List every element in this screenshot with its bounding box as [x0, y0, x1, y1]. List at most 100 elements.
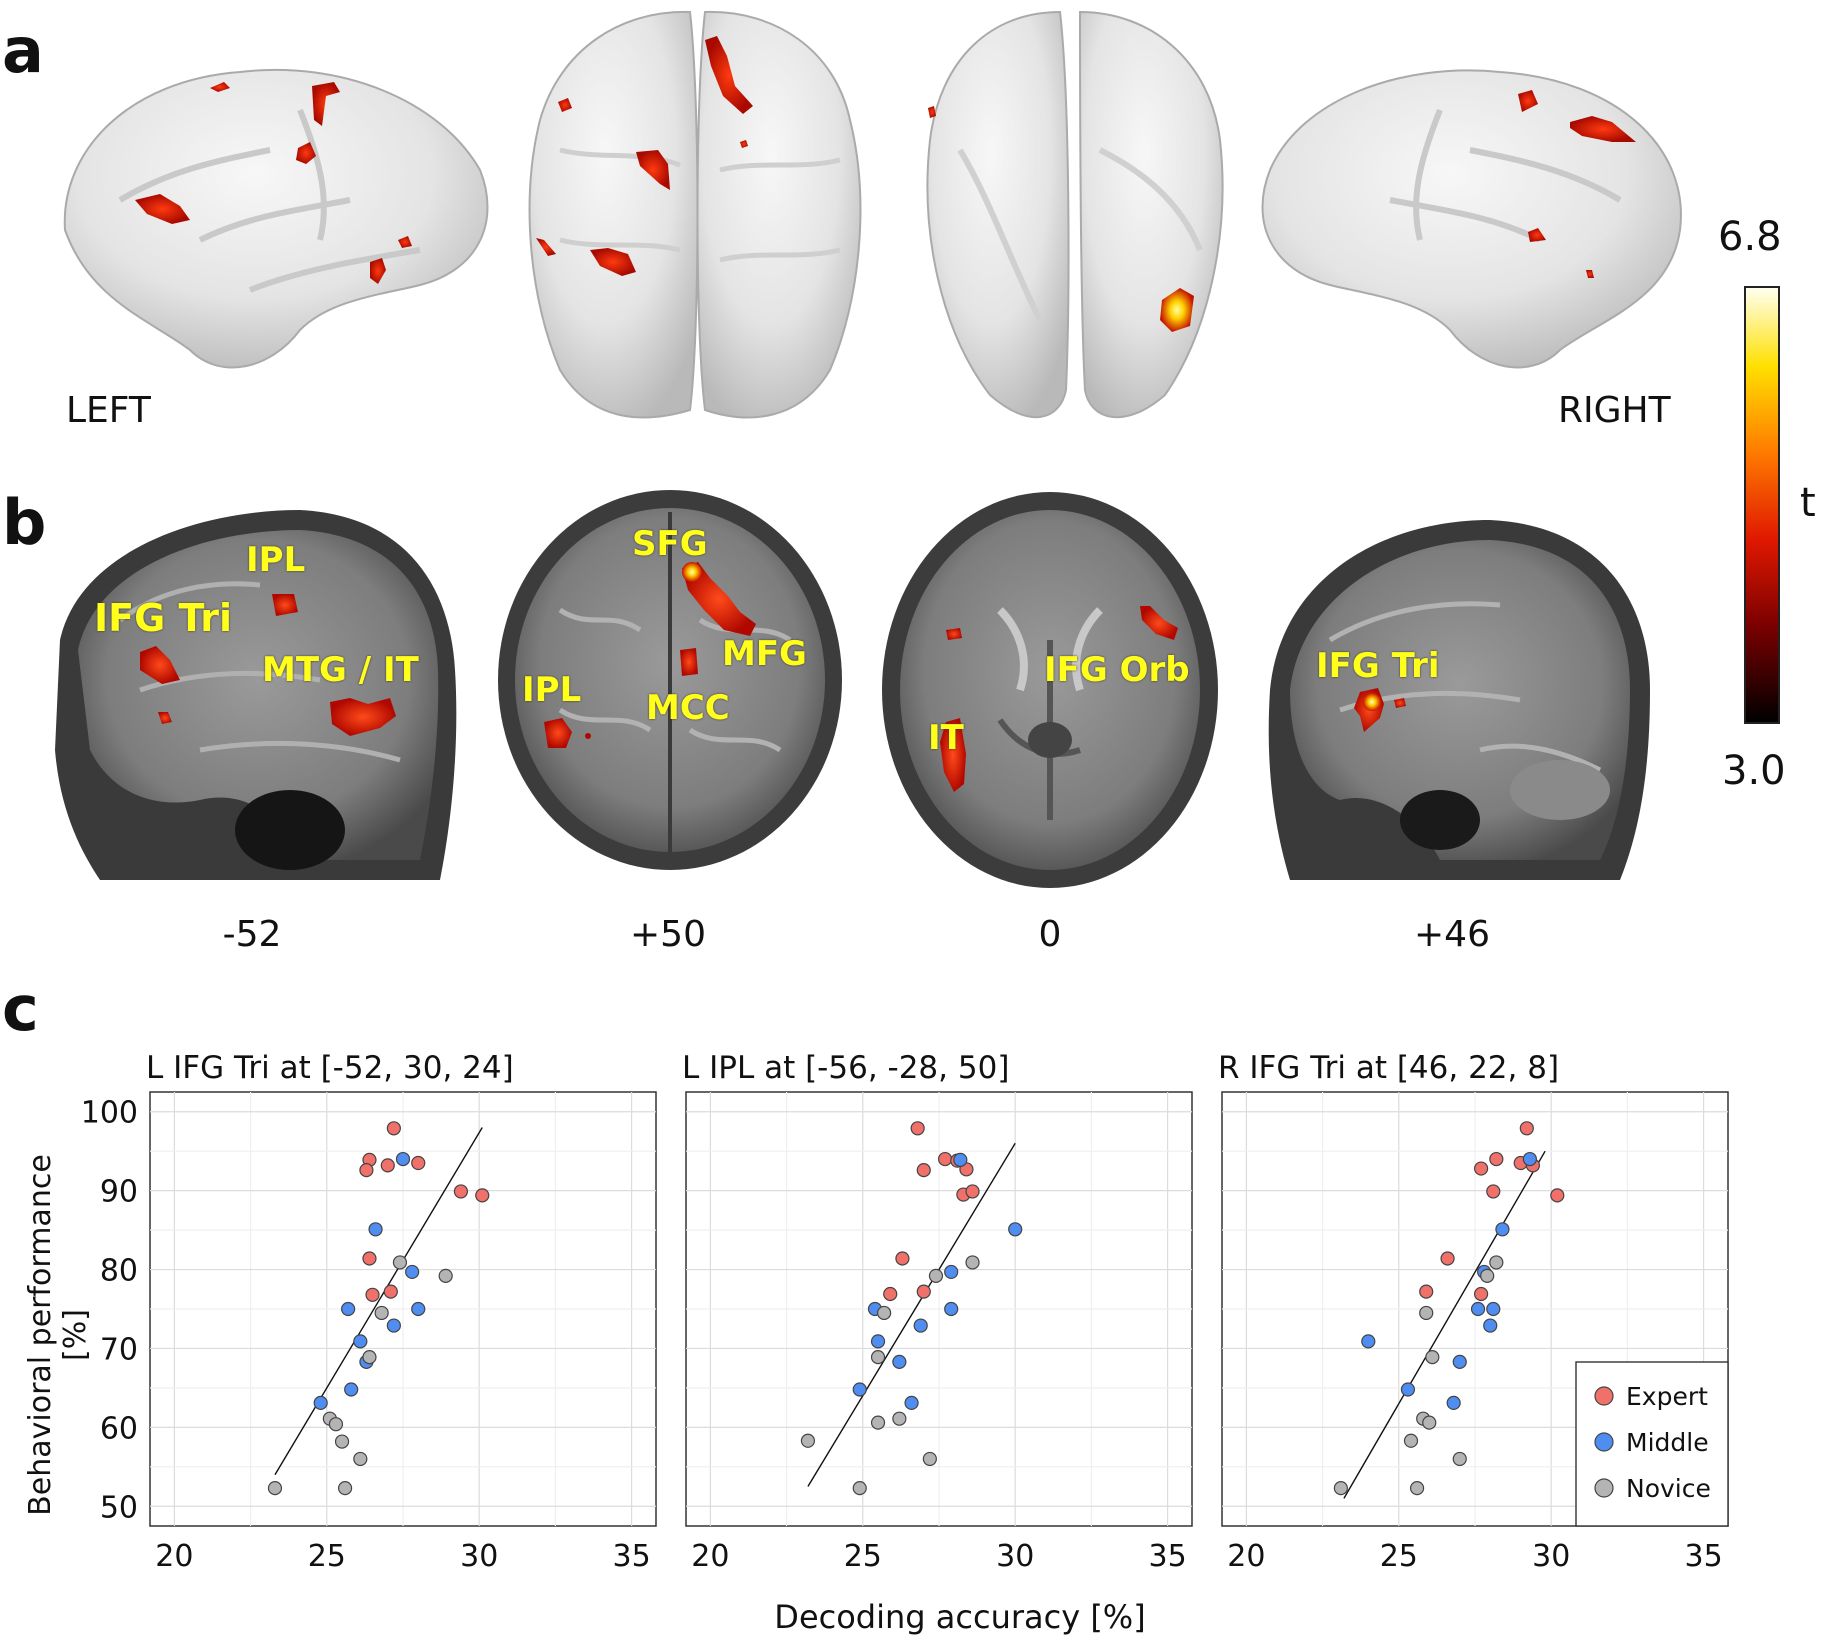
point-expert	[1473, 1161, 1489, 1176]
point-middle	[1361, 1334, 1376, 1349]
point-expert	[475, 1188, 490, 1203]
plot-title: L IPL at [-56, -28, 50]	[682, 1050, 1009, 1086]
slice-sagittal-right	[1268, 520, 1650, 880]
roi-label-it: IT	[928, 718, 964, 758]
point-novice	[928, 1268, 944, 1283]
slice-coord-4: +46	[1414, 914, 1490, 955]
panel-b-letter: b	[2, 486, 47, 559]
scatter-panel-2: L IPL at [-56, -28, 50] 20 25 30 35	[682, 1050, 1193, 1574]
point-novice	[1452, 1451, 1467, 1467]
point-novice	[1489, 1255, 1504, 1270]
x-tick-label: 20	[155, 1539, 193, 1574]
slice-sagittal-left	[55, 510, 457, 880]
legend-label-expert: Expert	[1626, 1382, 1708, 1411]
point-expert	[1519, 1121, 1534, 1136]
point-novice	[877, 1305, 892, 1321]
x-tick-label: 20	[691, 1539, 729, 1574]
point-middle	[892, 1354, 907, 1369]
roi-label-ipl-axial: IPL	[522, 670, 582, 710]
slice-axial-plus50	[498, 490, 842, 870]
legend-marker-expert	[1594, 1386, 1614, 1406]
point-novice	[1403, 1433, 1419, 1448]
x-tick-label: 25	[1380, 1539, 1418, 1574]
point-novice	[438, 1268, 453, 1283]
point-expert	[411, 1155, 426, 1171]
point-expert	[453, 1184, 469, 1199]
legend-label-middle: Middle	[1626, 1428, 1709, 1457]
point-expert	[895, 1251, 910, 1266]
regression-line	[1343, 1150, 1546, 1499]
roi-label-ipl-left: IPL	[246, 540, 306, 580]
point-middle	[386, 1318, 401, 1333]
x-tick-label: 35	[1149, 1539, 1187, 1574]
point-middle	[1495, 1222, 1510, 1237]
legend-marker-middle	[1594, 1432, 1614, 1452]
point-middle	[411, 1301, 426, 1317]
point-novice	[267, 1481, 283, 1496]
point-expert	[883, 1286, 898, 1302]
legend: Expert Middle Novice	[1575, 1361, 1729, 1527]
slice-coord-3: 0	[1038, 914, 1062, 955]
x-tick-label: 25	[308, 1539, 346, 1574]
point-middle	[1483, 1318, 1498, 1333]
scatter-panel-1: L IFG Tri at [-52, 30, 24] 20 25 30 35 50 60 70…	[81, 1050, 657, 1574]
point-middle	[1522, 1151, 1537, 1167]
point-middle	[368, 1222, 383, 1237]
point-expert	[1550, 1188, 1565, 1203]
panel-b-mri-slices	[55, 490, 1650, 888]
right-hemisphere-label: RIGHT	[1558, 390, 1671, 431]
point-middle	[341, 1301, 356, 1317]
point-novice	[1333, 1481, 1348, 1496]
ventral-surface	[926, 10, 1224, 419]
point-middle	[870, 1334, 886, 1349]
point-expert	[1486, 1184, 1501, 1199]
y-tick-label: 80	[100, 1254, 138, 1289]
point-novice	[337, 1481, 353, 1496]
point-middle	[313, 1395, 328, 1411]
point-novice	[870, 1415, 886, 1430]
point-expert	[916, 1163, 931, 1178]
point-novice	[328, 1417, 344, 1432]
y-tick-label: 50	[100, 1490, 138, 1525]
slice-coord-2: +50	[630, 914, 706, 955]
regression-line	[807, 1142, 1016, 1487]
point-novice	[892, 1411, 907, 1426]
point-middle	[1486, 1301, 1501, 1317]
point-middle	[1008, 1222, 1023, 1237]
point-expert	[365, 1287, 380, 1302]
colorbar-unit-label: t	[1800, 480, 1816, 526]
point-expert	[1489, 1151, 1504, 1167]
x-tick-label: 35	[613, 1539, 651, 1574]
x-tick-label: 30	[1532, 1539, 1570, 1574]
x-tick-label: 25	[844, 1539, 882, 1574]
point-expert	[386, 1121, 401, 1136]
left-lateral-surface	[63, 68, 489, 369]
point-middle	[1452, 1354, 1467, 1369]
y-tick-label: 90	[100, 1175, 138, 1210]
point-novice	[965, 1255, 980, 1270]
roi-label-ifg-tri-right: IFG Tri	[1316, 646, 1440, 686]
point-expert	[916, 1284, 931, 1299]
point-middle	[944, 1264, 959, 1280]
point-middle	[1400, 1382, 1416, 1397]
point-middle	[913, 1318, 928, 1333]
point-novice	[1422, 1415, 1437, 1430]
roi-label-sfg: SFG	[632, 524, 708, 564]
roi-label-mfg: MFG	[722, 634, 807, 674]
legend-marker-novice	[1594, 1478, 1614, 1498]
point-middle	[1470, 1301, 1486, 1317]
dorsal-surface	[528, 10, 862, 419]
y-tick-label: 60	[100, 1411, 138, 1446]
point-novice	[800, 1433, 816, 1448]
panel-a-brain-surfaces	[63, 10, 1682, 419]
point-novice	[1425, 1350, 1440, 1365]
roi-label-mcc: MCC	[646, 688, 730, 728]
point-middle	[1446, 1395, 1461, 1411]
point-expert	[380, 1158, 395, 1173]
point-middle	[395, 1151, 411, 1167]
roi-label-ifg-orb: IFG Orb	[1044, 650, 1190, 690]
point-novice	[1480, 1268, 1495, 1283]
right-lateral-surface	[1261, 69, 1682, 369]
point-expert	[1440, 1251, 1455, 1266]
y-tick-label: 70	[100, 1332, 138, 1367]
